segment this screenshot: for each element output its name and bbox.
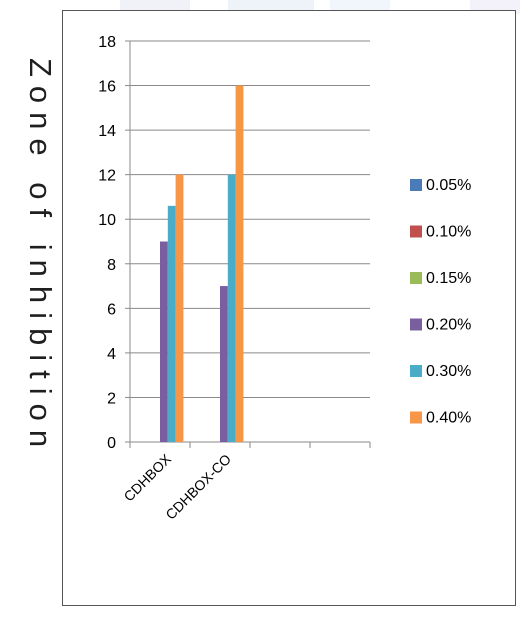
legend-label: 0.05%	[426, 177, 471, 194]
y-tick-label: 10	[98, 212, 116, 229]
bar	[175, 174, 184, 442]
y-tick-label: 2	[107, 390, 116, 407]
x-category-label: CDHBOX	[120, 450, 174, 504]
y-axis-label: Zone of inhibition	[23, 58, 58, 457]
legend-label: 0.40%	[426, 410, 471, 427]
y-tick-label: 14	[98, 123, 116, 140]
legend-label: 0.10%	[426, 224, 471, 241]
y-tick-label: 18	[98, 34, 116, 51]
bar	[160, 241, 168, 442]
legend-label: 0.15%	[426, 270, 471, 287]
y-tick-label: 16	[98, 79, 116, 96]
legend-swatch	[410, 272, 422, 284]
y-tick-label: 0	[107, 435, 116, 452]
y-tick-label: 4	[107, 346, 116, 363]
legend-swatch	[410, 179, 422, 191]
chart-area: 0 2 4 6 8 10 12 14 16 18 CDHBOX CDHBOX-CO 0.05% 0.10%…	[62, 10, 516, 606]
legend-label: 0.30%	[426, 363, 471, 380]
y-tick-label: 6	[107, 301, 116, 318]
y-tick-label: 12	[98, 168, 116, 185]
bar	[227, 174, 236, 442]
legend-swatch	[410, 225, 422, 238]
legend-label: 0.20%	[426, 317, 471, 334]
y-tick-label: 8	[107, 257, 116, 274]
bar	[167, 205, 176, 442]
bar	[235, 85, 244, 443]
bar	[220, 286, 228, 442]
bar-chart: 024681012141618CDHBOXCDHBOX-CO0.05%0.10%…	[98, 34, 471, 523]
legend-swatch	[410, 318, 422, 331]
legend-swatch	[410, 365, 422, 377]
legend-swatch	[410, 411, 422, 424]
decor-block	[330, 0, 390, 12]
